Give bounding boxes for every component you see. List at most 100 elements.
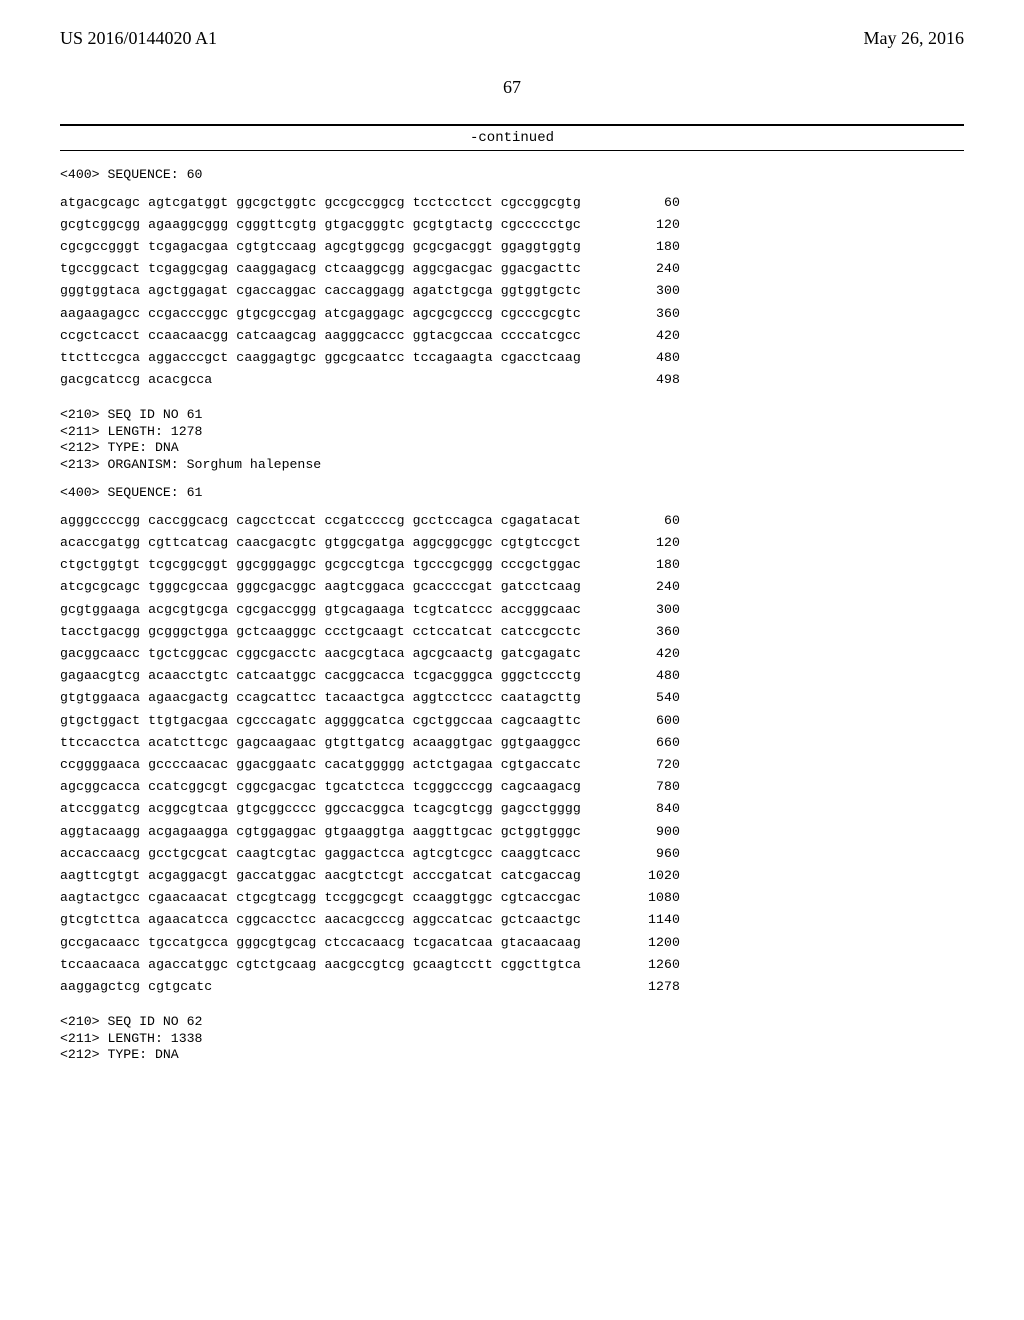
sequence-position: 1140: [624, 913, 680, 926]
sequence-text: tacctgacgg gcgggctgga gctcaagggc ccctgca…: [60, 625, 581, 638]
sequence-text: ttcttccgca aggacccgct caaggagtgc ggcgcaa…: [60, 351, 581, 364]
sequence-line: agcggcacca ccatcggcgt cggcgacgac tgcatct…: [60, 780, 680, 793]
sequence-position: 840: [624, 802, 680, 815]
meta-line: <212> TYPE: DNA: [60, 440, 680, 457]
sequence-line: aagtactgcc cgaacaacat ctgcgtcagg tccggcg…: [60, 891, 680, 904]
sequence-position: 120: [624, 536, 680, 549]
meta-line: <213> ORGANISM: Sorghum halepense: [60, 457, 680, 474]
sequence-line: ctgctggtgt tcgcggcggt ggcgggaggc gcgccgt…: [60, 558, 680, 571]
sequence-line: gggtggtaca agctggagat cgaccaggac caccagg…: [60, 284, 680, 297]
sequence-text: gggtggtaca agctggagat cgaccaggac caccagg…: [60, 284, 581, 297]
sequence-text: gtgctggact ttgtgacgaa cgcccagatc aggggca…: [60, 714, 581, 727]
sequence-position: 600: [624, 714, 680, 727]
sequence-line: gacgcatccg acacgcca498: [60, 373, 680, 386]
sequence-line: aagaagagcc ccgacccggc gtgcgccgag atcgagg…: [60, 307, 680, 320]
sequence-text: acaccgatgg cgttcatcag caacgacgtc gtggcga…: [60, 536, 581, 549]
sequence-line: atcgcgcagc tgggcgccaa gggcgacggc aagtcgg…: [60, 580, 680, 593]
sequence-listing: <400> SEQUENCE: 60 atgacgcagc agtcgatggt …: [60, 167, 680, 1064]
sequence-text: agggccccgg caccggcacg cagcctccat ccgatcc…: [60, 514, 581, 527]
sequence-text: gacgcatccg acacgcca: [60, 373, 212, 386]
sequence-line: accaccaacg gcctgcgcat caagtcgtac gaggact…: [60, 847, 680, 860]
sequence-text: aagtactgcc cgaacaacat ctgcgtcagg tccggcg…: [60, 891, 581, 904]
sequence-position: 960: [624, 847, 680, 860]
meta-line: <210> SEQ ID NO 61: [60, 407, 680, 424]
sequence-position: 60: [624, 514, 680, 527]
continued-label: -continued: [60, 126, 964, 150]
sequence-text: cgcgccgggt tcgagacgaa cgtgtccaag agcgtgg…: [60, 240, 581, 253]
page-number: 67: [60, 77, 964, 98]
sequence-line: gtcgtcttca agaacatcca cggcacctcc aacacgc…: [60, 913, 680, 926]
sequence-position: 1020: [624, 869, 680, 882]
sequence-line: gcgtggaaga acgcgtgcga cgcgaccggg gtgcaga…: [60, 603, 680, 616]
sequence-line: gtgtggaaca agaacgactg ccagcattcc tacaact…: [60, 691, 680, 704]
sequence-text: aagttcgtgt acgaggacgt gaccatggac aacgtct…: [60, 869, 581, 882]
sequence-line: aaggagctcg cgtgcatc 1278: [60, 980, 680, 993]
meta-line: <212> TYPE: DNA: [60, 1047, 680, 1064]
sequence-line: cgcgccgggt tcgagacgaa cgtgtccaag agcgtgg…: [60, 240, 680, 253]
sequence-position: 1080: [624, 891, 680, 904]
meta-line: <211> LENGTH: 1278: [60, 424, 680, 441]
sequence-text: gcgtggaaga acgcgtgcga cgcgaccggg gtgcaga…: [60, 603, 581, 616]
sequence-position: 360: [624, 625, 680, 638]
sequence-text: aaggagctcg cgtgcatc: [60, 980, 212, 993]
block-gap: [60, 184, 680, 196]
sequence-text: accaccaacg gcctgcgcat caagtcgtac gaggact…: [60, 847, 581, 860]
sequence-text: tccaacaaca agaccatggc cgtctgcaag aacgccg…: [60, 958, 581, 971]
sequence-line: gccgacaacc tgccatgcca gggcgtgcag ctccaca…: [60, 936, 680, 949]
block-gap: [60, 395, 680, 407]
sequence-position: 900: [624, 825, 680, 838]
sequence-line: gcgtcggcgg agaaggcggg cgggttcgtg gtgacgg…: [60, 218, 680, 231]
sequence-position: 480: [624, 351, 680, 364]
sequence-text: atccggatcg acggcgtcaa gtgcggcccc ggccacg…: [60, 802, 581, 815]
sequence-text: gacggcaacc tgctcggcac cggcgacctc aacgcgt…: [60, 647, 581, 660]
sequence-position: 780: [624, 780, 680, 793]
sequence-line: gacggcaacc tgctcggcac cggcgacctc aacgcgt…: [60, 647, 680, 660]
sequence-text: aagaagagcc ccgacccggc gtgcgccgag atcgagg…: [60, 307, 581, 320]
sequence-text: atcgcgcagc tgggcgccaa gggcgacggc aagtcgg…: [60, 580, 581, 593]
meta-line: <400> SEQUENCE: 60: [60, 167, 680, 184]
sequence-line: tacctgacgg gcgggctgga gctcaagggc ccctgca…: [60, 625, 680, 638]
sequence-position: 180: [624, 558, 680, 571]
sequence-text: ccgctcacct ccaacaacgg catcaagcag aagggca…: [60, 329, 581, 342]
sequence-position: 240: [624, 262, 680, 275]
sequence-text: gtcgtcttca agaacatcca cggcacctcc aacacgc…: [60, 913, 581, 926]
sequence-position: 1278: [624, 980, 680, 993]
sequence-position: 120: [624, 218, 680, 231]
sequence-line: gagaacgtcg acaacctgtc catcaatggc cacggca…: [60, 669, 680, 682]
block-gap: [60, 473, 680, 485]
block-gap: [60, 1002, 680, 1014]
sequence-position: 240: [624, 580, 680, 593]
sequence-text: gtgtggaaca agaacgactg ccagcattcc tacaact…: [60, 691, 581, 704]
sequence-position: 300: [624, 284, 680, 297]
sequence-position: 420: [624, 647, 680, 660]
sequence-line: tgccggcact tcgaggcgag caaggagacg ctcaagg…: [60, 262, 680, 275]
sequence-text: ccggggaaca gccccaacac ggacggaatc cacatgg…: [60, 758, 581, 771]
sequence-text: tgccggcact tcgaggcgag caaggagacg ctcaagg…: [60, 262, 581, 275]
sequence-line: ttcttccgca aggacccgct caaggagtgc ggcgcaa…: [60, 351, 680, 364]
sequence-line: ccggggaaca gccccaacac ggacggaatc cacatgg…: [60, 758, 680, 771]
sequence-position: 660: [624, 736, 680, 749]
page: US 2016/0144020 A1 May 26, 2016 67 -cont…: [0, 0, 1024, 1104]
sequence-text: ctgctggtgt tcgcggcggt ggcgggaggc gcgccgt…: [60, 558, 581, 571]
sequence-line: aagttcgtgt acgaggacgt gaccatggac aacgtct…: [60, 869, 680, 882]
sequence-position: 540: [624, 691, 680, 704]
sequence-line: atgacgcagc agtcgatggt ggcgctggtc gccgccg…: [60, 196, 680, 209]
sequence-line: ttccacctca acatcttcgc gagcaagaac gtgttga…: [60, 736, 680, 749]
sequence-line: ccgctcacct ccaacaacgg catcaagcag aagggca…: [60, 329, 680, 342]
sequence-position: 420: [624, 329, 680, 342]
sequence-position: 1200: [624, 936, 680, 949]
sequence-line: acaccgatgg cgttcatcag caacgacgtc gtggcga…: [60, 536, 680, 549]
sequence-position: 360: [624, 307, 680, 320]
sequence-position: 1260: [624, 958, 680, 971]
sequence-position: 60: [624, 196, 680, 209]
continued-bar: -continued: [60, 124, 964, 151]
sequence-text: gcgtcggcgg agaaggcggg cgggttcgtg gtgacgg…: [60, 218, 581, 231]
header-patent-number: US 2016/0144020 A1: [60, 28, 217, 49]
sequence-text: gagaacgtcg acaacctgtc catcaatggc cacggca…: [60, 669, 581, 682]
sequence-position: 480: [624, 669, 680, 682]
sequence-text: agcggcacca ccatcggcgt cggcgacgac tgcatct…: [60, 780, 581, 793]
sequence-line: aggtacaagg acgagaagga cgtggaggac gtgaagg…: [60, 825, 680, 838]
sequence-line: tccaacaaca agaccatggc cgtctgcaag aacgccg…: [60, 958, 680, 971]
meta-line: <211> LENGTH: 1338: [60, 1031, 680, 1048]
sequence-text: ttccacctca acatcttcgc gagcaagaac gtgttga…: [60, 736, 581, 749]
